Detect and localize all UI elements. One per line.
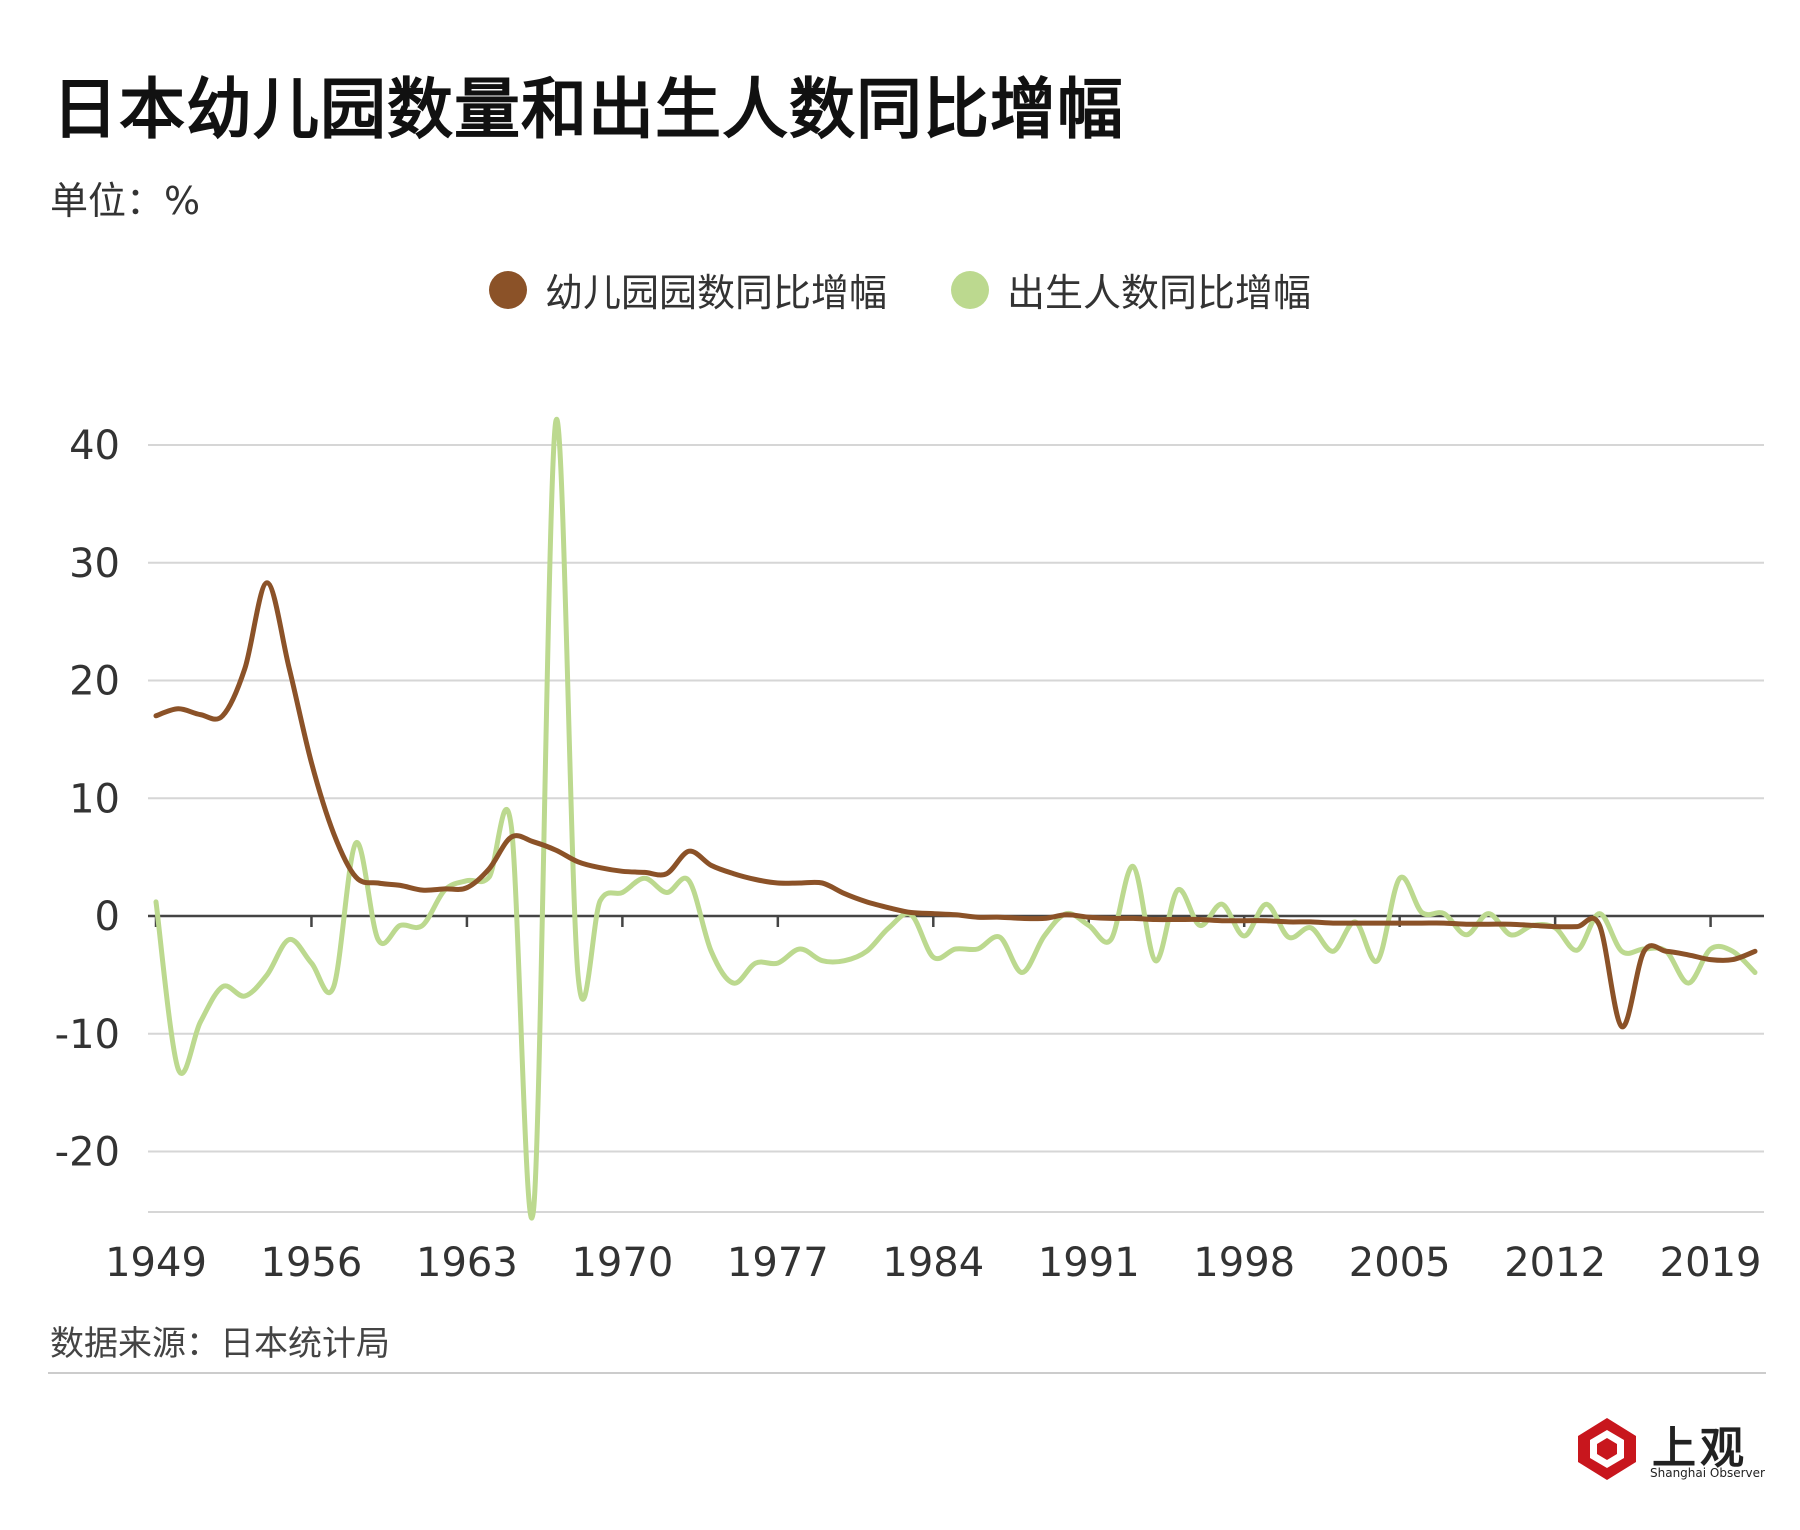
gridlines xyxy=(148,444,1764,1213)
legend-label-kindergarten: 幼儿园园数同比增幅 xyxy=(544,271,887,315)
unit-label: 单位：% xyxy=(50,179,201,223)
x-tick-label: 1977 xyxy=(727,1240,829,1286)
y-tick-label: 0 xyxy=(95,894,120,940)
legend-swatch-kindergarten xyxy=(488,270,527,309)
x-tick-label: 2005 xyxy=(1349,1240,1451,1286)
y-tick-label: 30 xyxy=(69,541,120,587)
x-tick-label: 1970 xyxy=(571,1240,673,1286)
x-tick-label: 1963 xyxy=(416,1240,518,1286)
shanghai-observer-logo: 上观 Shanghai Observer xyxy=(1574,1414,1774,1494)
legend-item-births: 出生人数同比增幅 xyxy=(951,262,1311,317)
series-line-births xyxy=(153,416,1758,1221)
x-tick-label: 1956 xyxy=(261,1240,363,1286)
logo-mark-icon xyxy=(1578,1418,1636,1480)
logo-subtitle: Shanghai Observer xyxy=(1650,1466,1765,1480)
x-tick-label: 1984 xyxy=(882,1240,984,1286)
footer-divider xyxy=(48,1372,1766,1374)
x-tick-label: 1998 xyxy=(1193,1240,1295,1286)
x-axis: 1949 1956 1963 1970 1977 1984 1991 1998 2005 2012… xyxy=(105,916,1761,1286)
series-lines xyxy=(153,416,1758,1221)
x-tick-label: 1949 xyxy=(105,1240,207,1286)
y-tick-label: -10 xyxy=(55,1012,120,1058)
legend-swatch-births xyxy=(951,270,989,309)
y-tick-label: 40 xyxy=(69,423,120,469)
line-chart: 40 30 20 10 0 -10 -20 1949 1956 1963 1970 1977 1984… xyxy=(55,416,1764,1286)
x-tick-label: 1991 xyxy=(1038,1240,1140,1286)
source-note: 数据来源：日本统计局 xyxy=(50,1324,390,1364)
y-tick-label: 10 xyxy=(69,776,120,822)
x-tick-label: 2012 xyxy=(1504,1240,1606,1286)
x-tick-label: 2019 xyxy=(1660,1240,1762,1286)
legend-item-kindergarten: 幼儿园园数同比增幅 xyxy=(488,262,887,317)
chart-legend: 幼儿园园数同比增幅 出生人数同比增幅 xyxy=(0,262,1800,317)
chart-title: 日本幼儿园数量和出生人数同比增幅 xyxy=(52,71,1124,148)
y-axis-ticks: 40 30 20 10 0 -10 -20 xyxy=(55,423,120,1176)
series-line-kindergarten xyxy=(153,580,1758,1030)
y-tick-label: -20 xyxy=(55,1130,120,1176)
y-tick-label: 20 xyxy=(69,659,120,705)
logo-text: 上观 xyxy=(1652,1423,1748,1474)
legend-label-births: 出生人数同比增幅 xyxy=(1007,271,1312,315)
